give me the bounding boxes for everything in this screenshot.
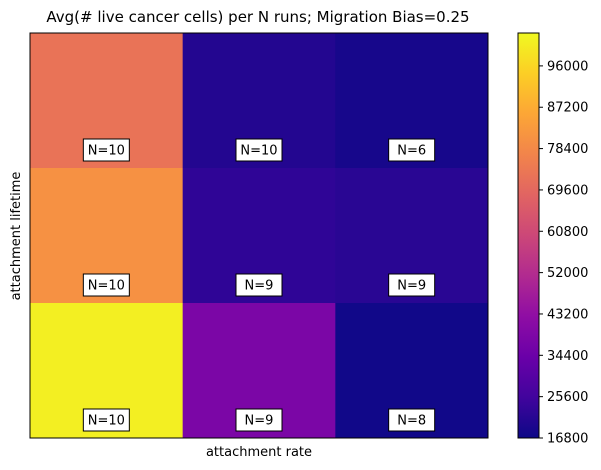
y-axis-label: attachment lifetime	[9, 172, 24, 301]
annotation-text: N=10	[240, 144, 277, 159]
colorbar-tick-label: 34400	[547, 349, 588, 364]
cell-annotations: N=10 N=10 N=6 N=10 N=9 N=9 N=10 N=9 N=8	[82, 138, 436, 432]
annotation-box	[235, 273, 283, 297]
cell-count-annotation: N=10	[82, 408, 130, 432]
colorbar-tick-label: 60800	[547, 225, 588, 240]
annotation-text: N=8	[397, 414, 426, 429]
annotation-box	[388, 138, 436, 162]
annotation-text: N=9	[245, 414, 274, 429]
colorbar-tick-label: 87200	[547, 101, 588, 116]
annotation-box	[82, 138, 130, 162]
annotation-box	[388, 273, 436, 297]
annotation-box	[82, 273, 130, 297]
colorbar-tick-label: 52000	[547, 266, 588, 281]
annotation-box	[82, 408, 130, 432]
cell-count-annotation: N=10	[82, 138, 130, 162]
colorbar-tick-label: 78400	[547, 142, 588, 157]
cell-count-annotation: N=6	[388, 138, 436, 162]
cell-count-annotation: N=10	[82, 273, 130, 297]
cell-count-annotation: N=9	[235, 408, 283, 432]
annotation-text: N=10	[88, 279, 125, 294]
annotation-box	[388, 408, 436, 432]
annotation-text: N=9	[397, 279, 426, 294]
colorbar-tick-label: 43200	[547, 307, 588, 322]
heatmap-cells	[30, 33, 489, 439]
colorbar-frame	[517, 32, 540, 439]
annotation-box	[235, 138, 283, 162]
annotation-text: N=10	[88, 144, 125, 159]
colorbar-tick-label: 96000	[547, 59, 588, 74]
annotation-box	[235, 408, 283, 432]
colorbar-tick-label: 25600	[547, 390, 588, 405]
cell-count-annotation: N=9	[388, 273, 436, 297]
colorbar-tick-label: 16800	[547, 432, 588, 447]
cell-count-annotation: N=9	[235, 273, 283, 297]
colorbar-tick-label: 69600	[547, 183, 588, 198]
annotation-text: N=9	[245, 279, 274, 294]
cell-count-annotation: N=8	[388, 408, 436, 432]
annotation-text: N=10	[88, 414, 125, 429]
cell-count-annotation: N=10	[235, 138, 283, 162]
colorbar-ticks: 16800 25600 34400 43200 52000 60800 69600 78400…	[539, 59, 588, 447]
chart-title: Avg(# live cancer cells) per N runs; Mig…	[46, 8, 469, 26]
x-axis-label: attachment rate	[206, 445, 312, 460]
plot-frame	[29, 32, 489, 439]
annotation-text: N=6	[397, 144, 426, 159]
colorbar	[518, 33, 539, 438]
